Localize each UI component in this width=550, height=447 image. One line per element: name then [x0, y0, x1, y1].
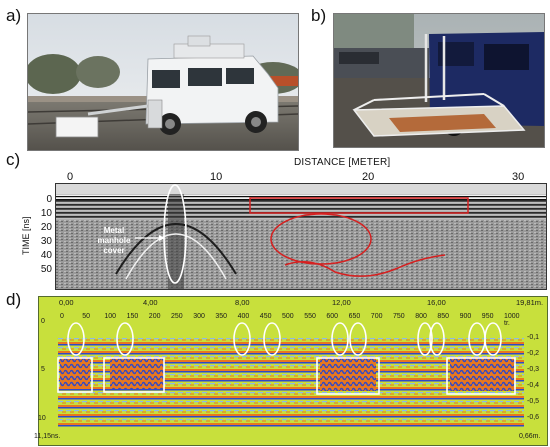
d-marker-ellipse-1	[67, 322, 85, 356]
d-right-tick-04: -0,4	[527, 382, 540, 389]
d-right-tick-03: -0,3	[527, 366, 540, 373]
d-scan-tick: 200	[148, 313, 161, 320]
photo-gpr-cart-illustration	[334, 14, 544, 147]
c-annotation-line2: manhole	[97, 236, 131, 245]
d-marker-ellipse-8	[429, 322, 445, 356]
d-scan-tick: 550	[304, 313, 316, 320]
d-right-tick-05: -0,5	[527, 398, 540, 405]
d-top-tick-4: 4,00	[143, 298, 158, 307]
d-scan-tick: 250	[171, 313, 183, 320]
d-left-tick-0: 0	[41, 318, 45, 325]
d-marker-box-1	[57, 357, 93, 393]
d-top-tick-16: 16,00	[427, 298, 446, 307]
d-scan-tick: 150	[126, 313, 139, 320]
c-y-tick-40: 40	[40, 250, 52, 261]
d-marker-ellipse-7	[417, 322, 433, 356]
d-scan-tick: 650	[348, 313, 361, 320]
c-y-tick-10: 10	[40, 208, 52, 219]
photo-gpr-van	[27, 13, 299, 151]
d-top-tick-0: 0,00	[59, 298, 74, 307]
d-right-tick-01: -0,1	[527, 334, 540, 341]
c-y-tick-30: 30	[40, 236, 52, 247]
d-scan-tick: 800	[415, 313, 427, 320]
d-scan-axis: 0 50 100 150 200 250 300 350 400 450 500 550 600 650 7…	[58, 313, 524, 327]
d-scan-tick: 900	[459, 313, 472, 320]
radargram-d-image	[58, 315, 524, 429]
d-bottom-left-label: 11,15ns.	[34, 433, 61, 440]
d-marker-box-2	[103, 357, 165, 393]
d-scan-tick: 1000 tr.	[504, 313, 520, 327]
d-scan-tick: 500	[282, 313, 294, 320]
d-scan-tick: 950	[481, 313, 494, 320]
d-right-tick-02: -0,2	[527, 350, 540, 357]
panel-c-label: c)	[6, 150, 21, 169]
photo-gpr-cart	[333, 13, 545, 148]
c-x-tick-20: 20	[362, 171, 375, 183]
d-right-tick-06: -0,6	[527, 414, 540, 421]
c-x-axis-title: DISTANCE [METER]	[294, 157, 391, 168]
c-interface-line	[284, 254, 446, 277]
d-scan-tick: 300	[193, 313, 205, 320]
radargram-d	[58, 315, 524, 429]
c-anomaly-box	[249, 197, 469, 214]
c-manhole-annotation: Metal manhole cover	[92, 226, 136, 256]
d-marker-box-4	[446, 357, 516, 395]
c-y-tick-0: 0	[46, 194, 52, 205]
d-marker-ellipse-9	[468, 322, 486, 356]
d-left-tick-10: 10	[38, 415, 46, 422]
d-scan-tick: 400	[237, 313, 250, 320]
d-marker-ellipse-10	[484, 322, 502, 356]
d-marker-ellipse-3	[233, 322, 251, 356]
d-marker-ellipse-6	[349, 322, 367, 356]
panel-b-label: b)	[311, 6, 327, 25]
d-marker-ellipse-2	[116, 322, 134, 356]
d-scan-tick: 0	[60, 313, 64, 320]
d-top-tick-8: 8,00	[235, 298, 250, 307]
d-scan-tick: 700	[370, 313, 383, 320]
photo-gpr-van-illustration	[28, 14, 298, 150]
c-anomaly-ellipse	[270, 213, 372, 265]
d-scan-tick: 50	[82, 313, 90, 320]
d-left-tick-5: 5	[41, 366, 45, 373]
panel-d-label: d)	[6, 290, 22, 309]
d-scan-tick: 600	[326, 313, 339, 320]
d-top-tick-12: 12,00	[332, 298, 351, 307]
c-x-tick-30: 30	[512, 171, 525, 183]
d-marker-ellipse-5	[331, 322, 349, 356]
panel-a-label: a)	[6, 6, 22, 25]
c-annotation-arrowhead	[159, 235, 165, 241]
d-marker-ellipse-4	[263, 322, 281, 356]
c-x-tick-10: 10	[210, 171, 223, 183]
c-y-tick-50: 50	[40, 264, 52, 275]
c-manhole-ellipse	[163, 184, 187, 284]
c-annotation-line3: cover	[103, 246, 125, 255]
d-marker-box-3	[316, 357, 380, 395]
d-scan-tick: 850	[437, 313, 450, 320]
d-scan-tick: 100	[104, 313, 117, 320]
c-annotation-line1: Metal	[103, 226, 125, 235]
d-top-tick-end: 19,81m.	[516, 298, 544, 307]
c-x-tick-0: 0	[67, 171, 74, 183]
d-scan-tick: 750	[393, 313, 405, 320]
d-scan-tick: 450	[259, 313, 272, 320]
c-y-tick-20: 20	[40, 222, 52, 233]
d-bottom-right-label: 0,66m.	[519, 433, 541, 440]
d-scan-tick: 350	[215, 313, 228, 320]
